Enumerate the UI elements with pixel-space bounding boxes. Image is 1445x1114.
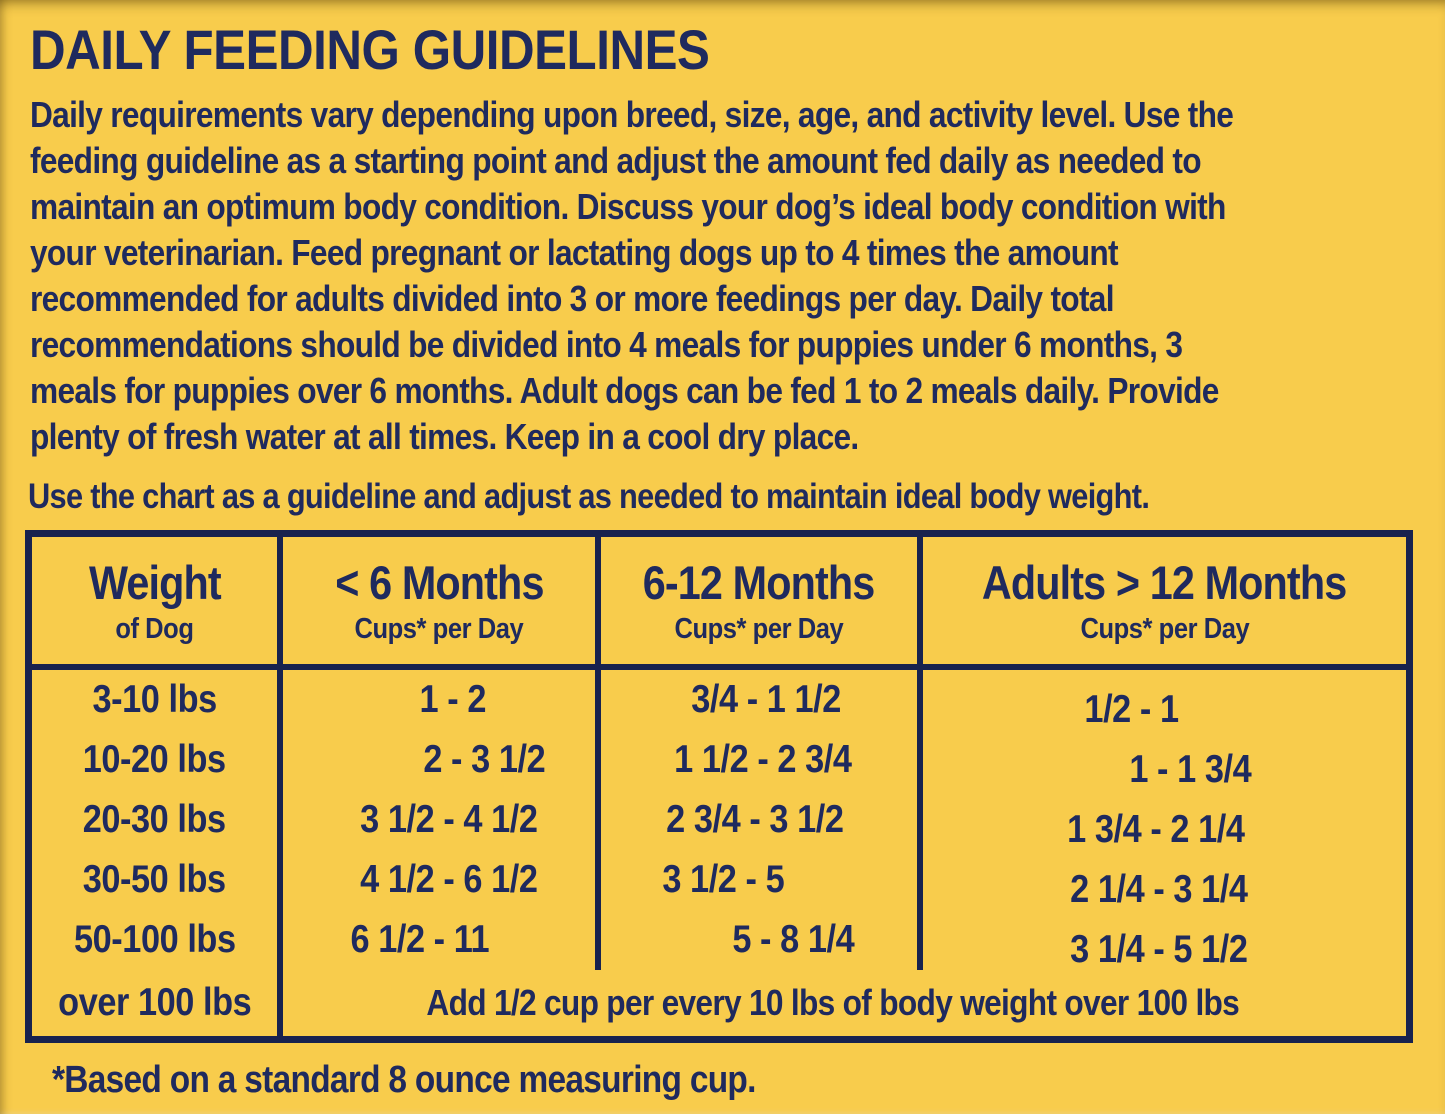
intro-line: recommendations should be divided into 4… — [30, 324, 1183, 366]
column-header-adults-over-12-months: Adults > 12 Months Cups* per Day — [923, 537, 1406, 671]
measuring-cup-footnote: *Based on a standard 8 ounce measuring c… — [52, 1059, 1445, 1102]
under-6-months-cell: 6 1/2 - 11 — [283, 910, 601, 971]
column-title: Adults > 12 Months — [982, 556, 1347, 610]
under-6-months-cell: 2 - 3 1/2 — [283, 730, 601, 791]
cups-value: 6 1/2 - 11 — [350, 918, 490, 962]
adults-cell: 1 - 1 3/4 — [923, 740, 1406, 800]
intro-line: recommended for adults divided into 3 or… — [30, 278, 1115, 320]
feeding-table: Weight of Dog < 6 Months Cups* per Day 6… — [25, 530, 1413, 1044]
column-title: Weight — [88, 556, 222, 610]
adults-cell: 2 1/4 - 3 1/4 — [923, 860, 1406, 920]
column-subtitle: Cups* per Day — [354, 612, 524, 645]
cups-value: 1 3/4 - 2 1/4 — [1066, 808, 1245, 852]
column-subtitle: Cups* per Day — [1080, 612, 1249, 645]
intro-line: feeding guideline as a starting point an… — [30, 140, 1202, 182]
column-header-6-12-months: 6-12 Months Cups* per Day — [601, 537, 923, 671]
weight-cell: 30-50 lbs — [32, 850, 283, 911]
adults-cell: 3 1/4 - 5 1/2 — [923, 920, 1406, 980]
cups-value: 1/2 - 1 — [1084, 688, 1179, 732]
6-12-months-cell: 3 1/2 - 5 — [601, 850, 923, 911]
intro-line: meals for puppies over 6 months. Adult d… — [30, 370, 1219, 412]
under-6-months-cell: 3 1/2 - 4 1/2 — [283, 790, 601, 851]
cups-value: 4 1/2 - 6 1/2 — [360, 858, 538, 902]
measuring-cup-footnote-text: *Based on a standard 8 ounce measuring c… — [52, 1059, 756, 1102]
cups-value: 3 1/2 - 4 1/2 — [360, 798, 538, 842]
weight-cell-over-100: over 100 lbs — [32, 970, 283, 1037]
adults-cell: 1 3/4 - 2 1/4 — [923, 800, 1406, 860]
weight-value: 30-50 lbs — [83, 858, 226, 902]
weight-cell: 50-100 lbs — [32, 910, 283, 971]
page-title-text: DAILY FEEDING GUIDELINES — [30, 18, 710, 81]
weight-value: 20-30 lbs — [83, 798, 226, 842]
weight-value: 50-100 lbs — [73, 918, 236, 962]
intro-line: your veterinarian. Feed pregnant or lact… — [30, 232, 1119, 274]
over-100-lbs-note-cell: Add 1/2 cup per every 10 lbs of body wei… — [283, 970, 1406, 1036]
weight-cell: 20-30 lbs — [32, 790, 283, 851]
cups-value: 3/4 - 1 1/2 — [691, 678, 841, 722]
chart-usage-note-text: Use the chart as a guideline and adjust … — [28, 477, 1150, 517]
weight-cell: 3-10 lbs — [32, 670, 283, 731]
chart-usage-note: Use the chart as a guideline and adjust … — [28, 477, 1445, 517]
6-12-months-cell: 3/4 - 1 1/2 — [601, 670, 923, 731]
adults-cell: 1/2 - 1 — [923, 680, 1406, 740]
intro-line: plenty of fresh water at all times. Keep… — [30, 416, 859, 458]
column-title: 6-12 Months — [643, 556, 875, 610]
over-100-lbs-note-text: Add 1/2 cup per every 10 lbs of body wei… — [426, 982, 1239, 1024]
intro-paragraph: Daily requirements vary depending upon b… — [30, 92, 1445, 460]
column-header-weight: Weight of Dog — [32, 537, 283, 671]
cups-value: 2 1/4 - 3 1/4 — [1069, 868, 1248, 912]
6-12-months-cell: 5 - 8 1/4 — [601, 910, 923, 971]
page-title: DAILY FEEDING GUIDELINES — [30, 18, 1445, 81]
column-header-under-6-months: < 6 Months Cups* per Day — [283, 537, 601, 671]
cups-value: 3 1/2 - 5 — [662, 858, 784, 902]
under-6-months-cell: 4 1/2 - 6 1/2 — [283, 850, 601, 911]
column-subtitle: of Dog — [115, 612, 194, 645]
cups-value: 5 - 8 1/4 — [732, 918, 854, 962]
intro-line: maintain an optimum body condition. Disc… — [30, 186, 1226, 228]
cups-value: 3 1/4 - 5 1/2 — [1069, 928, 1248, 972]
weight-cell: 10-20 lbs — [32, 730, 283, 791]
cups-value: 2 - 3 1/2 — [423, 738, 545, 782]
column-subtitle: Cups* per Day — [674, 612, 844, 645]
weight-value: over 100 lbs — [57, 981, 252, 1025]
column-title: < 6 Months — [334, 556, 544, 610]
intro-line: Daily requirements vary depending upon b… — [30, 94, 1234, 136]
6-12-months-cell: 2 3/4 - 3 1/2 — [601, 790, 923, 851]
cups-value: 2 3/4 - 3 1/2 — [666, 798, 844, 842]
cups-value: 1 - 2 — [419, 678, 487, 722]
under-6-months-cell: 1 - 2 — [283, 670, 601, 731]
cups-value: 1 1/2 - 2 3/4 — [674, 738, 852, 782]
6-12-months-cell: 1 1/2 - 2 3/4 — [601, 730, 923, 791]
weight-value: 10-20 lbs — [83, 738, 226, 782]
cups-value: 1 - 1 3/4 — [1129, 748, 1252, 792]
weight-value: 3-10 lbs — [92, 678, 217, 722]
